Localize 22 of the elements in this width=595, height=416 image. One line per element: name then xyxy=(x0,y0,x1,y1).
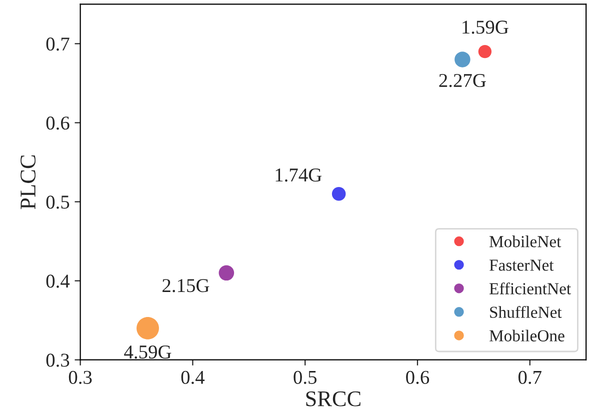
legend-label: MobileNet xyxy=(489,236,562,248)
annotation: 1.74G xyxy=(276,168,322,182)
y-tick-label: 0.5 xyxy=(46,196,70,209)
annotation: 1.59G xyxy=(462,20,508,34)
y-tick-label: 0.4 xyxy=(46,274,70,288)
y-tick-label: 0.3 xyxy=(46,354,70,367)
legend-label: EfficientNet xyxy=(489,282,571,294)
legend-label: ShuffleNet xyxy=(490,306,562,318)
x-axis-title: SRCC xyxy=(306,391,360,406)
x-tick-label: 0.6 xyxy=(406,370,430,384)
annotation: 2.15G xyxy=(162,279,210,292)
x-tick-label: 0.5 xyxy=(294,370,316,384)
x-tick-label: 0.7 xyxy=(518,370,542,384)
x-tick-label: 0.4 xyxy=(181,370,205,384)
legend-label: FasterNet xyxy=(489,260,554,271)
y-tick-label: 0.6 xyxy=(46,116,70,130)
legend-label: MobileOne xyxy=(489,330,564,342)
y-tick-label: 0.7 xyxy=(46,37,70,51)
x-tick-label: 0.3 xyxy=(68,370,92,384)
annotation: 4.59G xyxy=(124,346,172,359)
annotation: 2.27G xyxy=(439,74,486,88)
y-axis-title: PLCC xyxy=(20,155,36,210)
